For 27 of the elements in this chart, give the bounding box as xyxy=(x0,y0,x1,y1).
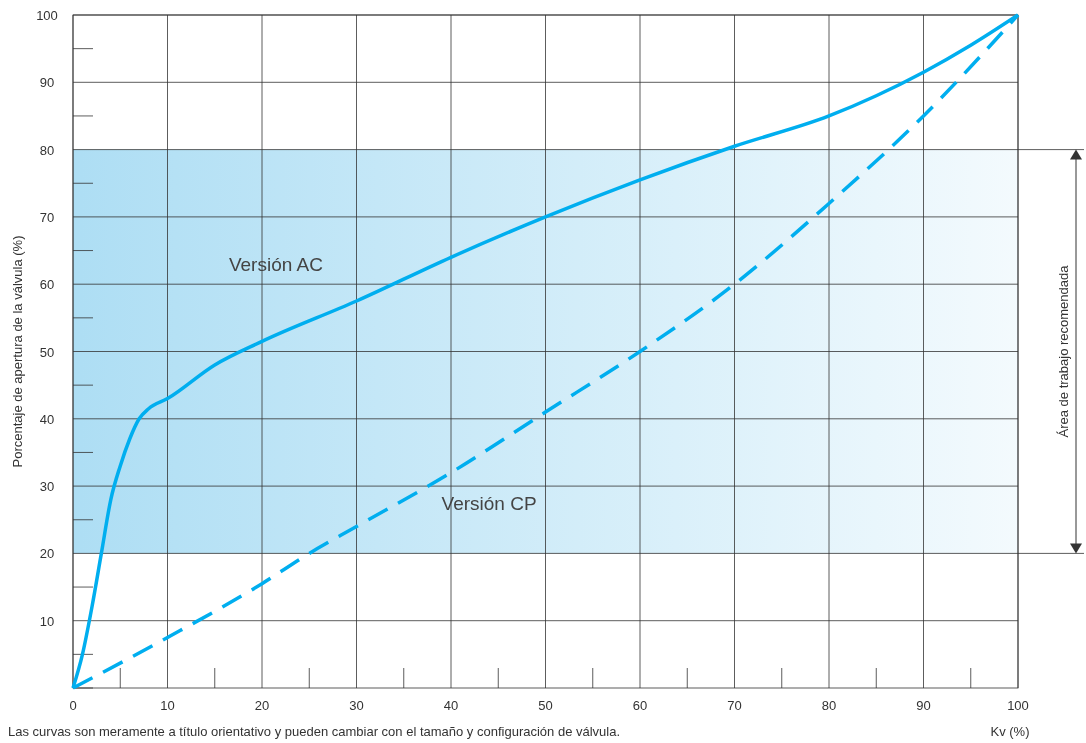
band-label: Área de trabajo recomendada xyxy=(1056,264,1071,438)
x-tick-label: 40 xyxy=(443,698,459,713)
x-tick-label: 70 xyxy=(727,698,742,713)
y-tick-label: 80 xyxy=(39,142,55,158)
y-tick-label: 70 xyxy=(39,209,55,225)
x-tick-label: 80 xyxy=(821,698,837,713)
y-tick-label: 100 xyxy=(36,8,58,23)
x-tick-label: 0 xyxy=(69,698,77,713)
series-label: Versión AC xyxy=(228,253,323,275)
x-tick-label: 60 xyxy=(632,698,648,713)
y-tick-label: 30 xyxy=(39,479,55,495)
y-tick-label: 50 xyxy=(39,344,55,360)
series-label: Versión CP xyxy=(441,492,537,514)
y-tick-label: 40 xyxy=(39,411,55,427)
x-axis-title: Kv (%) xyxy=(990,724,1030,739)
x-tick-label: 50 xyxy=(538,698,553,713)
y-tick-label: 10 xyxy=(39,613,55,629)
y-tick-label: 90 xyxy=(39,75,55,91)
x-tick-label: 100 xyxy=(1007,698,1029,713)
y-tick-label: 20 xyxy=(39,546,55,562)
x-tick-label: 90 xyxy=(916,698,931,713)
y-axis-title: Porcentaje de apertura de la válvula (%) xyxy=(10,235,25,468)
x-tick-label: 10 xyxy=(160,698,175,713)
text: Las curvas son meramente a título orientativo y pueden cambiar con el tamaño y configuración de válvula. xyxy=(8,724,621,739)
y-tick-label: 60 xyxy=(39,277,55,293)
x-tick-label: 30 xyxy=(349,698,364,713)
x-tick-label: 20 xyxy=(254,698,270,713)
